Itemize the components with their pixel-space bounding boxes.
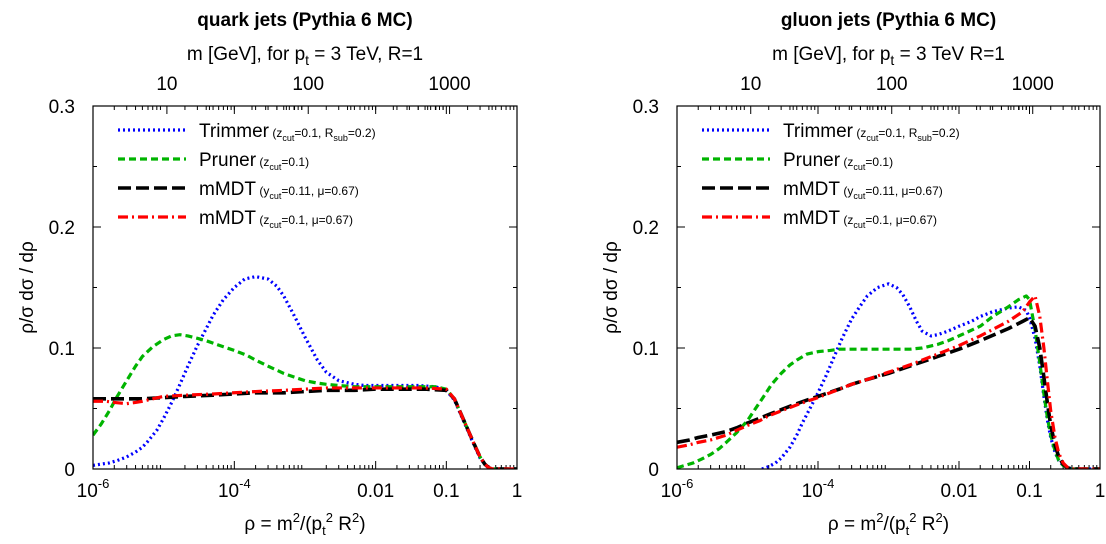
y-tick-label: 0.2 [49, 218, 75, 239]
y-tick-label: 0 [648, 460, 659, 481]
x-tick-label: 0.01 [357, 481, 394, 502]
y-axis-label: ρ/σ dσ / dρ [601, 241, 622, 334]
legend-label-0: Trimmer (zcut=0.1, Rsub=0.2) [199, 121, 376, 143]
legend-label-1: Pruner (zcut=0.1) [199, 150, 309, 172]
y-axis-label: ρ/σ dσ / dρ [17, 241, 38, 334]
y-tick-label: 0.3 [633, 97, 659, 118]
top-axis-tick-label: 1000 [428, 74, 470, 95]
y-tick-label: 0.1 [633, 339, 659, 360]
x-tick-label: 10-4 [218, 476, 251, 502]
legend-label-1: Pruner (zcut=0.1) [783, 150, 893, 172]
x-axis-label: ρ = m2/(pt2 R2) [244, 510, 365, 538]
chart-title: gluon jets (Pythia 6 MC) [781, 10, 996, 31]
top-axis-tick-label: 100 [876, 74, 908, 95]
y-tick-label: 0 [64, 460, 75, 481]
legend-label-0: Trimmer (zcut=0.1, Rsub=0.2) [783, 121, 960, 143]
legend-label-2: mMDT (ycut=0.11, μ=0.67) [199, 179, 359, 201]
x-tick-label: 1 [512, 481, 523, 502]
top-axis-label: m [GeV], for pt = 3 TeV R=1 [772, 44, 1005, 68]
top-axis-label: m [GeV], for pt = 3 TeV, R=1 [187, 44, 423, 68]
top-axis-tick-label: 1000 [1012, 74, 1054, 95]
legend-label-2: mMDT (ycut=0.11, μ=0.67) [783, 179, 943, 201]
legend-label-3: mMDT (zcut=0.1, μ=0.67) [783, 208, 937, 230]
x-tick-label: 0.1 [1016, 481, 1042, 502]
series-group [93, 275, 517, 469]
y-tick-label: 0.3 [49, 97, 75, 118]
series-line-pruner-1 [677, 294, 1100, 469]
plot-frame [676, 105, 1101, 470]
plot-frame [92, 105, 518, 470]
series-group [677, 282, 1100, 469]
series-line-mmdt-3 [93, 386, 517, 469]
x-tick-label: 10-4 [802, 476, 835, 502]
series-line-mmdt-3 [677, 294, 1100, 469]
x-tick-label: 10-6 [77, 476, 110, 502]
y-tick-label: 0.2 [633, 218, 659, 239]
chart-title: quark jets (Pythia 6 MC) [197, 10, 412, 31]
top-axis-tick-label: 10 [156, 74, 177, 95]
top-axis-tick-label: 10 [740, 74, 761, 95]
series-line-trimmer-0 [93, 275, 517, 469]
x-tick-label: 10-6 [661, 476, 694, 502]
x-tick-label: 0.01 [941, 481, 978, 502]
legend-label-3: mMDT (zcut=0.1, μ=0.67) [199, 208, 353, 230]
y-tick-label: 0.1 [49, 339, 75, 360]
x-tick-label: 0.1 [433, 481, 459, 502]
chart-panel-quark: quark jets (Pythia 6 MC) m [GeV], for pt … [17, 10, 522, 538]
x-tick-label: 1 [1095, 481, 1106, 502]
top-axis-tick-label: 100 [292, 74, 324, 95]
chart-panel-gluon: gluon jets (Pythia 6 MC) m [GeV], for pt … [601, 10, 1105, 538]
x-axis-label: ρ = m2/(pt2 R2) [828, 510, 949, 538]
